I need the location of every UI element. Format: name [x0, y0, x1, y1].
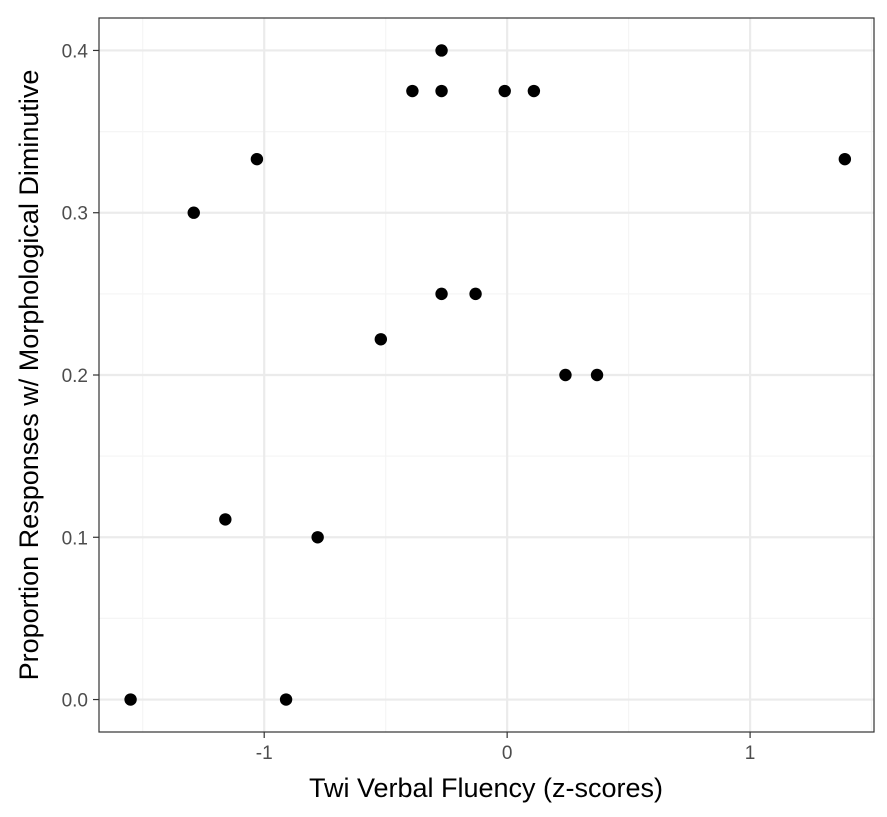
scatter-point — [527, 84, 541, 98]
scatter-point — [435, 84, 448, 98]
y-tick-label: 0.4 — [62, 41, 89, 62]
x-tick-label: 0 — [502, 743, 513, 764]
y-axis-ticks — [93, 49, 99, 701]
scatter-point — [124, 693, 137, 706]
scatter-point — [406, 84, 419, 98]
y-tick-label: 0.0 — [62, 691, 88, 712]
x-axis-title: Twi Verbal Fluency (z-scores) — [309, 773, 663, 803]
scatter-point — [219, 513, 232, 526]
scatter-point — [838, 152, 852, 166]
y-axis-tick-labels: 0.0 0.1 0.2 0.3 0.4 — [62, 41, 89, 711]
scatter-point — [498, 84, 511, 98]
scatter-point — [435, 44, 448, 57]
data-points — [124, 44, 852, 706]
scatter-point — [559, 368, 572, 382]
y-axis-title: Proportion Responses w/ Morphological Di… — [14, 70, 44, 681]
scatter-point — [374, 333, 388, 346]
x-axis-ticks — [263, 732, 751, 738]
x-tick-label: 1 — [745, 743, 756, 764]
y-tick-label: 0.3 — [62, 204, 88, 225]
x-tick-label: -1 — [256, 743, 273, 764]
scatter-point — [250, 152, 264, 166]
major-gridlines — [99, 18, 874, 732]
x-axis-tick-labels: -1 0 1 — [256, 743, 756, 764]
scatter-point — [469, 287, 482, 301]
scatter-point — [279, 693, 293, 706]
scatter-point — [187, 206, 200, 219]
y-tick-label: 0.2 — [62, 366, 88, 387]
y-tick-label: 0.1 — [62, 528, 88, 549]
scatter-point — [590, 368, 604, 382]
scatter-point — [311, 531, 324, 544]
scatter-point — [435, 287, 448, 301]
